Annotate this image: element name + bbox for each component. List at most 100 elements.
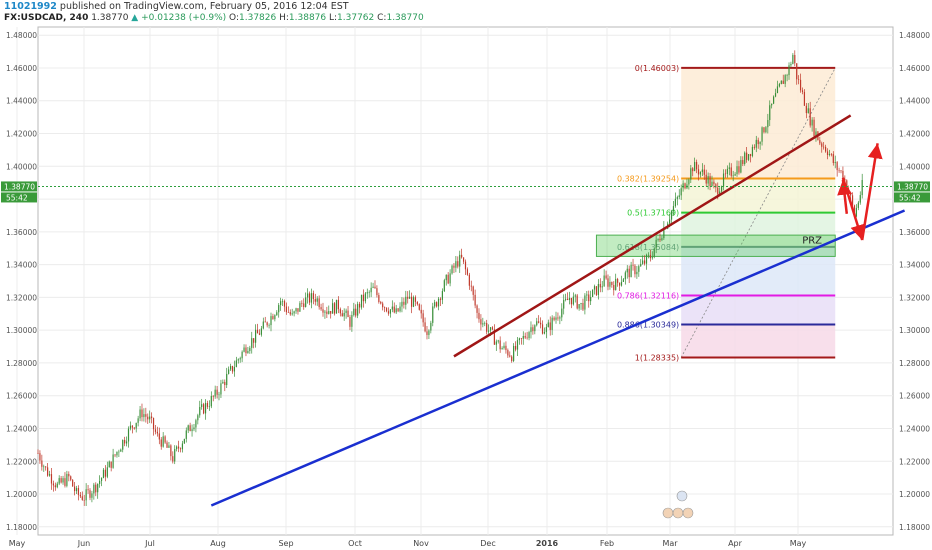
candle-body xyxy=(474,294,476,306)
candle-body xyxy=(210,396,212,407)
y-tick-label-left: 1.40000 xyxy=(6,162,37,171)
ca-flag-icon[interactable] xyxy=(662,507,674,519)
candle-body xyxy=(291,313,293,315)
candle-body xyxy=(231,366,234,372)
candle-body xyxy=(657,238,659,240)
countdown-marker-left xyxy=(1,192,37,203)
candle-body xyxy=(724,173,727,175)
candle-body xyxy=(624,272,626,280)
candle-body xyxy=(412,297,415,307)
candle-body xyxy=(389,309,391,314)
candle-body xyxy=(414,297,417,302)
candle-body xyxy=(803,92,806,106)
up-arrow[interactable] xyxy=(860,143,883,241)
candle-body xyxy=(428,330,430,335)
user-id[interactable]: 11021992 xyxy=(4,1,57,12)
candle-body xyxy=(603,275,605,287)
us-flag-icon[interactable] xyxy=(676,490,688,502)
candle-body xyxy=(362,294,365,302)
candle-body xyxy=(299,303,301,312)
candle-body xyxy=(466,269,469,275)
candle-body xyxy=(559,317,561,319)
candle-body xyxy=(318,298,320,308)
candle-body xyxy=(643,260,646,264)
ca-flag-icon[interactable] xyxy=(672,507,684,519)
candle-body xyxy=(397,308,399,312)
prz-box[interactable] xyxy=(595,234,836,257)
candle-body xyxy=(301,303,303,304)
up-arrow-icon: ▲ xyxy=(131,13,139,23)
candle-body xyxy=(464,261,467,270)
prz-zone[interactable]: PRZ xyxy=(595,234,836,257)
candle-body xyxy=(838,170,840,171)
candle-body xyxy=(214,389,216,397)
ca-flag-icon[interactable] xyxy=(682,507,694,519)
chart-header: 11021992 published on TradingView.com, F… xyxy=(0,0,932,26)
candle-body xyxy=(174,449,176,462)
candle-body xyxy=(97,483,99,493)
candle-body xyxy=(857,202,859,208)
candle-body xyxy=(322,309,324,313)
candle-body xyxy=(628,268,630,278)
fib-level-label: 0.886(1.30349) xyxy=(617,320,679,329)
candle-body xyxy=(310,293,313,303)
y-tick-label-left: 1.20000 xyxy=(6,490,37,499)
fib-band xyxy=(681,212,836,247)
candle-body xyxy=(844,179,846,181)
blue-trendline[interactable] xyxy=(210,209,906,507)
candle-body xyxy=(719,191,721,195)
candle-body xyxy=(445,274,447,281)
candle-body xyxy=(378,295,380,302)
y-tick-label-left: 1.26000 xyxy=(6,392,37,401)
trendlines[interactable] xyxy=(210,114,906,507)
candle-body xyxy=(493,329,495,345)
fibonacci-retracement[interactable]: 0(1.46003) 0.382(1.39254) 0.5(1.37169) 0.61… xyxy=(617,64,836,363)
candle-body xyxy=(486,323,488,332)
y-tick-label-right: 1.44000 xyxy=(899,97,930,106)
candle-body xyxy=(551,317,553,330)
pattern-arrows[interactable] xyxy=(837,143,883,241)
candle-body xyxy=(690,168,692,180)
small-up-arrow[interactable] xyxy=(837,179,853,214)
y-tick-label-left: 1.18000 xyxy=(6,523,37,532)
candle-body xyxy=(788,65,790,76)
candle-body xyxy=(274,315,276,320)
candle-body xyxy=(599,284,601,288)
candle-body xyxy=(393,306,395,313)
candle-body xyxy=(634,265,636,275)
candle-body xyxy=(426,331,428,335)
candle-body xyxy=(278,305,280,313)
candle-body xyxy=(118,451,120,453)
candle-body xyxy=(264,321,266,323)
symbol-label[interactable]: FX:USDCAD, 240 xyxy=(4,13,89,23)
candle-body xyxy=(524,335,526,338)
candle-body xyxy=(52,483,55,486)
candle-body xyxy=(703,169,705,175)
candle-body xyxy=(514,345,517,350)
candle-body xyxy=(511,356,513,361)
candle-body xyxy=(636,271,638,275)
candle-body xyxy=(726,168,728,174)
candle-body xyxy=(208,406,210,407)
candle-body xyxy=(455,261,457,268)
candle-body xyxy=(75,488,78,492)
y-tick-label-right: 1.40000 xyxy=(899,162,930,171)
candle-body xyxy=(499,340,501,350)
candle-body xyxy=(66,473,68,486)
y-tick-label-right: 1.32000 xyxy=(899,293,930,302)
candle-body xyxy=(141,409,143,418)
candle-body xyxy=(722,173,725,187)
event-icons[interactable] xyxy=(662,490,694,519)
candle-body xyxy=(615,278,617,291)
candle-body xyxy=(640,263,642,267)
candle-body xyxy=(834,162,836,164)
y-tick-label-right: 1.46000 xyxy=(899,64,930,73)
candle-body xyxy=(701,169,703,172)
y-tick-label-right: 1.48000 xyxy=(899,31,930,40)
candle-body xyxy=(258,333,261,335)
red-trendline[interactable] xyxy=(453,114,852,358)
candle-body xyxy=(528,332,530,339)
candle-body xyxy=(821,143,823,147)
y-tick-label-right: 1.24000 xyxy=(899,424,930,433)
